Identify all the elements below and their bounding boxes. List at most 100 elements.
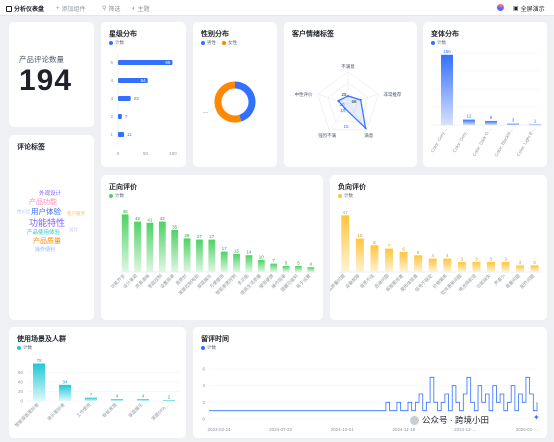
y-tick-label: 0: [20, 399, 23, 404]
data-label: 6: [402, 247, 405, 252]
word-tag: 性价比: [17, 209, 31, 214]
fullscreen-button[interactable]: ▣ 全屏演示: [513, 6, 545, 13]
chart-legend: 计数: [109, 193, 124, 199]
legend-dot: [201, 345, 205, 350]
x-tick-label: 2024-10-01: [331, 427, 355, 432]
bar: [384, 248, 394, 272]
bar: [457, 262, 466, 272]
dashboard-title: 分析仪表盘: [14, 7, 45, 13]
radar-data-label: 15: [343, 124, 349, 129]
data-label: 4: [446, 253, 449, 258]
card-title: 正向评价: [109, 184, 137, 191]
add-component-button[interactable]: + 添加组件: [56, 5, 86, 14]
data-label: 27: [209, 234, 215, 239]
bar: [33, 363, 45, 401]
chart-legend: 计数: [109, 40, 124, 46]
x-tick-label: 设置简单: [158, 272, 176, 290]
word-tag: 操作便利: [35, 247, 56, 253]
bar: [118, 60, 173, 65]
palette-icon: ◐: [132, 5, 136, 12]
x-tick-label: 功能缺失: [475, 272, 493, 290]
bar: [443, 258, 452, 272]
plus-icon: +: [56, 5, 60, 12]
x-tick-label: 音质不佳: [358, 272, 376, 290]
sparkle-icon[interactable]: ✦: [533, 413, 540, 422]
radar-axis-label: 不满意: [341, 63, 355, 70]
x-tick-label: 音乐爱好者: [46, 401, 67, 422]
x-tick-label: 产品质量问题: [330, 272, 347, 296]
bar: [59, 384, 71, 401]
data-label: 28: [185, 233, 191, 238]
wechat-icon: [410, 415, 419, 425]
dashboard-title-group: 分析仪表盘: [6, 4, 44, 13]
x-tick-label: Color: Blackbl…: [493, 127, 513, 157]
bar: [530, 265, 539, 272]
data-label: 14: [246, 250, 252, 255]
data-label: 42: [160, 216, 166, 221]
data-label: 41: [147, 217, 153, 222]
positive-bar-chart: 48功能齐全42设计美观41声音清晰42家庭控制35设置简单28音质好27家居控…: [109, 209, 317, 297]
top-toolbar: 分析仪表盘 + 添加组件 ⚲ 筛选 ◐ 主题 ▣ 全屏演示: [0, 0, 554, 16]
data-label: 34: [62, 379, 68, 384]
theme-button[interactable]: ◐ 主题: [132, 5, 150, 14]
radar-axis-label: 满意: [364, 132, 373, 139]
y-tick-label: 2: [110, 114, 113, 119]
radar-grid: [317, 71, 379, 131]
data-label: 3: [504, 257, 507, 262]
x-tick-label: 工作使用: [75, 401, 93, 419]
x-tick-label: 2024-12-…: [454, 427, 477, 432]
x-tick-label: 家庭娱乐: [127, 401, 145, 419]
bar: [208, 239, 216, 272]
chart-legend: 计数: [17, 345, 32, 351]
more-icon[interactable]: [497, 4, 504, 11]
y-tick-label: 40: [18, 380, 24, 385]
kpi-value: 194: [19, 64, 73, 97]
y-tick-label: 0: [202, 417, 205, 422]
x-tick-label: 智能家居: [101, 401, 119, 419]
star-bar-chart: 5 994 543 232 71 110 50 100: [110, 53, 177, 156]
bar: [485, 120, 497, 125]
gender-distribution-card: 性别分布 男性 女性 —: [193, 22, 277, 167]
x-tick-label: Color: Grey…: [430, 127, 448, 153]
bar: [118, 132, 125, 137]
scene-bar-chart: 60 40 20 0 79 智能家居爱好者 34 音乐爱好者 7 工作使用 4 智能家居 4 家庭娱乐 2家…: [13, 358, 181, 429]
radar-grid: [337, 93, 359, 113]
data-label: 2: [168, 395, 171, 400]
radar-data-label: 19: [340, 108, 346, 113]
filter-icon: ⚲: [102, 6, 107, 12]
data-label: 2: [519, 260, 522, 265]
positive-reviews-card: 正向评价 计数 48 功能齐全 42 设计美观 41 声音清晰 42 家庭控制 35 设置简单 28…: [101, 175, 323, 320]
bar: [134, 221, 141, 272]
data-label: 79: [36, 358, 42, 363]
data-label: 1: [534, 119, 537, 124]
data-label: 17: [343, 210, 349, 215]
bar: [529, 124, 541, 126]
word-tag: 产品功能: [29, 199, 57, 206]
word-cloud: 外观设计 产品功能 用户体验 功能特性 产品使用体验 产品质量 操作便利 性价比…: [9, 183, 94, 263]
radar-area: [337, 95, 367, 130]
bar: [118, 78, 148, 83]
data-label: 35: [172, 225, 178, 230]
bar: [196, 239, 203, 272]
data-label: 10: [357, 233, 363, 238]
data-label: 8: [373, 240, 376, 245]
watermark: 公众号 · 跨境小田: [407, 413, 493, 427]
data-label: 7: [125, 114, 128, 119]
radar-grid: [327, 82, 369, 122]
word-tag: 产品质量: [33, 238, 61, 245]
radar-point: [364, 127, 367, 130]
bar: [257, 260, 265, 272]
bar: [463, 119, 475, 125]
legend-dot: [17, 345, 21, 350]
radar-spoke: [347, 93, 379, 105]
data-label: 12: [466, 114, 472, 119]
x-tick-label: 0: [117, 151, 120, 156]
x-tick-label: 音量问题: [504, 272, 522, 290]
data-label: 2: [533, 260, 536, 265]
variant-bar-chart: 156 Color: Grey… 12 Color: Grey… 9 Color: Dar…: [430, 49, 541, 157]
filter-button[interactable]: ⚲ 筛选: [102, 6, 121, 13]
data-label: 4: [431, 253, 434, 258]
x-tick-label: 2024-11-18: [392, 427, 415, 432]
card-title: 负向评价: [338, 184, 366, 191]
x-tick-label: Color: Light B…: [516, 127, 536, 157]
